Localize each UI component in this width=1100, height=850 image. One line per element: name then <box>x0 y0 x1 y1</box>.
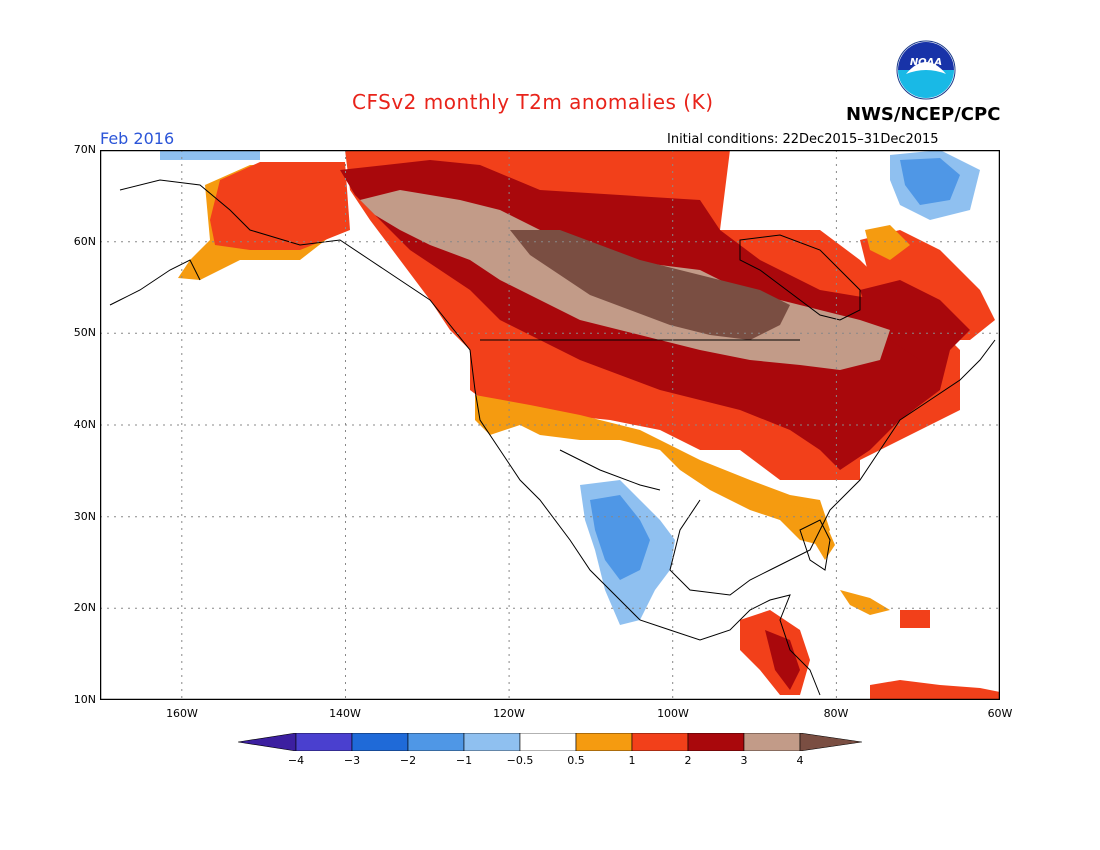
lat-label: 10N <box>73 693 96 706</box>
lat-label: 20N <box>73 601 96 614</box>
coastline <box>739 234 861 321</box>
initial-conditions-label: Initial conditions: 22Dec2015–31Dec2015 <box>667 132 939 147</box>
anomaly-region <box>790 505 835 560</box>
colorbar-label: −1 <box>455 754 473 767</box>
lon-label: 140W <box>329 707 361 720</box>
anomaly-region <box>765 630 800 690</box>
anomaly-map <box>100 150 1000 700</box>
colorbar-swatch <box>519 733 577 751</box>
anomaly-region <box>160 150 260 160</box>
colorbar-label: 4 <box>796 754 804 767</box>
colorbar-label: −4 <box>287 754 305 767</box>
noaa-logo: NOAA <box>896 40 956 100</box>
colorbar-label: 3 <box>740 754 748 767</box>
anomaly-region <box>475 395 830 545</box>
colorbar-label: −3 <box>343 754 361 767</box>
lon-label: 80W <box>823 707 849 720</box>
lat-label: 70N <box>73 143 96 156</box>
colorbar-swatch <box>463 733 521 751</box>
colorbar-swatch <box>743 733 801 751</box>
colorbar <box>238 733 862 751</box>
period-label: Feb 2016 <box>100 129 175 148</box>
coastline <box>799 519 831 571</box>
coastline <box>109 259 201 306</box>
colorbar-swatch <box>799 733 862 751</box>
anomaly-field-layer <box>160 150 1000 700</box>
colorbar-swatch <box>238 733 297 751</box>
org-label: NWS/NCEP/CPC <box>846 104 1001 125</box>
anomaly-region <box>865 225 910 260</box>
colorbar-swatch <box>351 733 409 751</box>
colorbar-swatch <box>295 733 353 751</box>
coastline-layer <box>109 179 996 696</box>
lat-label: 40N <box>73 418 96 431</box>
colorbar-label: 0.5 <box>567 754 585 767</box>
colorbar-label: −2 <box>399 754 417 767</box>
colorbar-swatch <box>631 733 689 751</box>
anomaly-region <box>510 230 790 340</box>
anomaly-region <box>870 680 1000 700</box>
lat-label: 60N <box>73 235 96 248</box>
colorbar-swatch <box>575 733 633 751</box>
coastline <box>119 179 821 696</box>
map-frame <box>100 150 1000 700</box>
graticule-layer <box>100 150 1000 700</box>
map-title: CFSv2 monthly T2m anomalies (K) <box>352 90 714 114</box>
colorbar-label: 1 <box>628 754 636 767</box>
lon-label: 60W <box>987 707 1013 720</box>
lon-label: 100W <box>657 707 689 720</box>
colorbar-swatch <box>407 733 465 751</box>
colorbar-label: −0.5 <box>506 754 534 767</box>
lon-label: 160W <box>166 707 198 720</box>
border <box>559 449 661 491</box>
colorbar-label: 2 <box>684 754 692 767</box>
anomaly-region <box>210 162 350 250</box>
lon-label: 120W <box>493 707 525 720</box>
anomaly-region <box>900 158 960 205</box>
anomaly-region <box>860 230 995 340</box>
coastline <box>669 339 996 596</box>
colorbar-swatch <box>687 733 745 751</box>
lat-label: 30N <box>73 510 96 523</box>
lat-label: 50N <box>73 326 96 339</box>
anomaly-region <box>860 280 970 360</box>
anomaly-region <box>900 610 930 628</box>
noaa-logo-text: NOAA <box>910 57 942 68</box>
